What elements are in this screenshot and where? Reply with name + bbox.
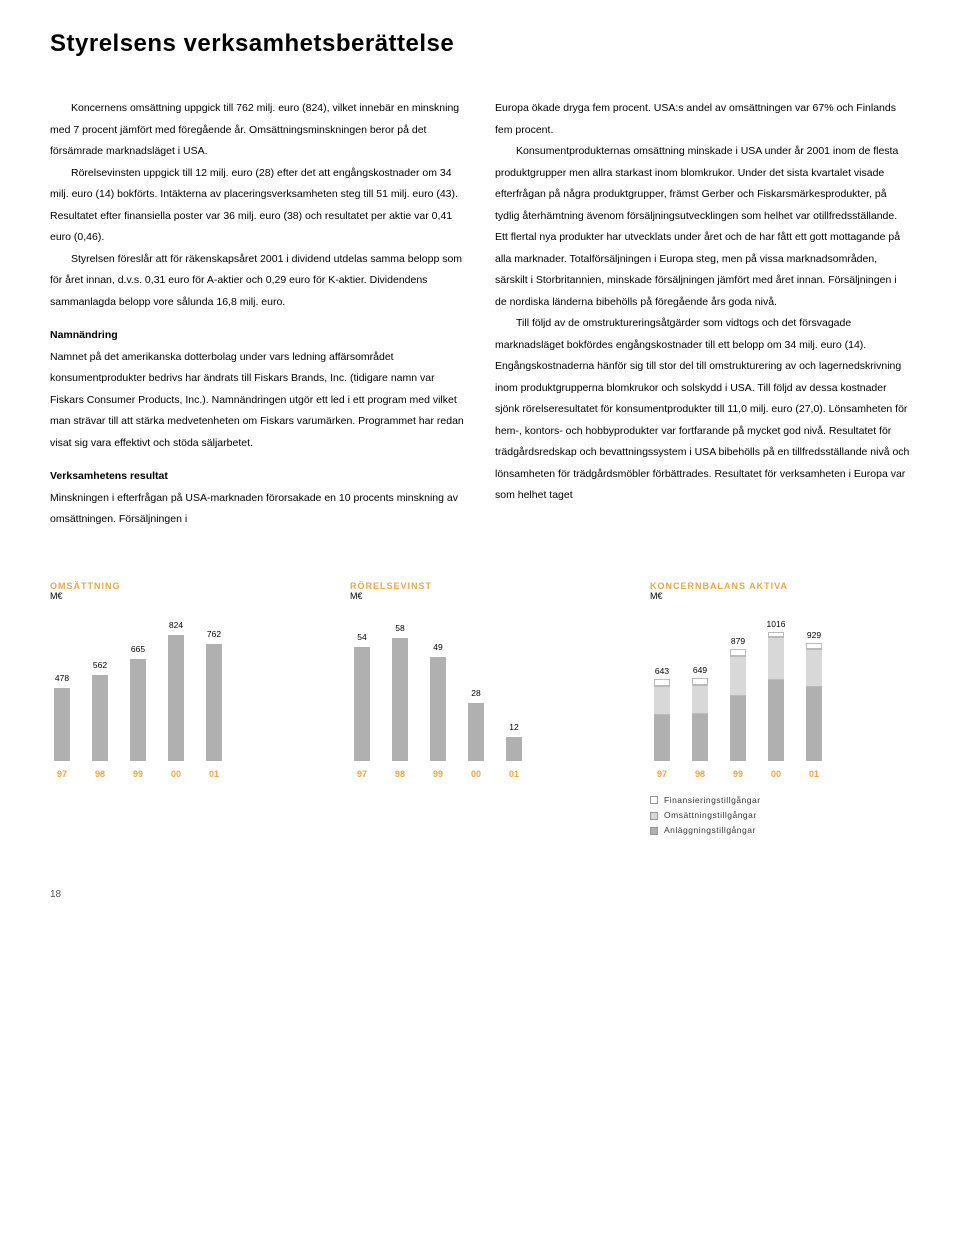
x-axis-label: 98 [392,769,408,779]
chart-unit: M€ [50,591,310,601]
chart-area: 5458492812 9798990001 [350,609,610,779]
paragraph: Minskningen i efterfrågan på USA-marknad… [50,488,465,531]
bar-segment [692,678,708,685]
chart-omsattning: OMSÄTTNING M€ 478 562 665 824 762 97 98 99 00 01 [50,581,310,839]
bar-value-label: 54 [347,632,377,642]
bar-value-label: 12 [499,722,529,732]
legend-item: Anläggningstillgångar [650,823,910,838]
bar: 49 [430,655,446,761]
bar-segment [654,714,670,761]
paragraph: Konsumentprodukternas omsättning minskad… [495,141,910,313]
left-column: Koncernens omsättning uppgick till 762 m… [50,98,465,531]
x-axis-label: 98 [692,769,708,779]
bar: 478 [54,686,70,760]
paragraph: Rörelsevinsten uppgick till 12 milj. eur… [50,163,465,249]
legend-swatch [650,796,658,804]
stacked-bar: 649 [692,678,708,761]
bar-segment [730,649,746,657]
bar: 54 [354,645,370,761]
bar-segment [654,679,670,686]
chart-rorelsevinst: RÖRELSEVINST M€ 5458492812 9798990001 [350,581,610,839]
chart-area: 643 649 879 1016 929 97 98 99 00 01 [650,609,910,779]
bar-value-label: 643 [647,666,677,676]
legend-label: Anläggningstillgångar [664,823,756,838]
paragraph: Namnet på det amerikanska dotterbolag un… [50,347,465,455]
legend-label: Omsättningstillgångar [664,808,757,823]
text-columns: Koncernens omsättning uppgick till 762 m… [50,98,910,531]
bar-value-label: 665 [123,644,153,654]
bar-value-label: 929 [799,630,829,640]
x-axis-label: 97 [354,769,370,779]
bar-value-label: 58 [385,623,415,633]
x-axis-label: 99 [130,769,146,779]
bar-value-label: 762 [199,629,229,639]
legend-label: Finansieringstillgångar [664,793,761,808]
bar-value-label: 562 [85,660,115,670]
bar-segment [654,686,670,714]
section-heading: Verksamhetens resultat [50,466,465,488]
bar: 58 [392,636,408,761]
stacked-bar: 929 [806,643,822,761]
x-axis-label: 00 [468,769,484,779]
paragraph: Styrelsen föreslår att för räkenskapsåre… [50,249,465,314]
chart-legend: FinansieringstillgångarOmsättningstillgå… [650,793,910,839]
chart-area: 478 562 665 824 762 97 98 99 00 01 [50,609,310,779]
bar-value-label: 824 [161,620,191,630]
legend-swatch [650,827,658,835]
x-axis-label: 97 [654,769,670,779]
section-heading: Namnändring [50,325,465,347]
x-axis-label: 98 [92,769,108,779]
bar-segment [806,649,822,686]
bar-segment [730,656,746,694]
stacked-bar: 1016 [768,632,784,761]
bar: 824 [168,633,184,761]
chart-unit: M€ [650,591,910,601]
bar-segment [806,686,822,761]
bar-value-label: 1016 [761,619,791,629]
bar-segment [768,679,784,760]
bar: 562 [92,673,108,760]
bar-segment [730,695,746,761]
paragraph: Europa ökade dryga fem procent. USA:s an… [495,98,910,141]
charts-row: OMSÄTTNING M€ 478 562 665 824 762 97 98 99 00 01… [50,581,910,839]
bar-segment [768,637,784,679]
bar: 28 [468,701,484,761]
bar-value-label: 28 [461,688,491,698]
bar: 665 [130,657,146,760]
paragraph: Till följd av de omstruktureringsåtgärde… [495,313,910,507]
x-axis-label: 01 [806,769,822,779]
bar-segment [692,713,708,761]
x-axis-label: 00 [768,769,784,779]
x-axis-label: 00 [168,769,184,779]
chart-unit: M€ [350,591,610,601]
legend-item: Omsättningstillgångar [650,808,910,823]
bar: 12 [506,735,522,761]
right-column: Europa ökade dryga fem procent. USA:s an… [495,98,910,531]
chart-title: RÖRELSEVINST [350,581,610,591]
page-title: Styrelsens verksamhetsberättelse [50,30,910,58]
paragraph: Koncernens omsättning uppgick till 762 m… [50,98,465,163]
x-axis-label: 97 [54,769,70,779]
page-number: 18 [50,889,910,900]
legend-swatch [650,812,658,820]
x-axis-label: 99 [430,769,446,779]
bar-segment [692,685,708,713]
stacked-bar: 643 [654,679,670,761]
stacked-bar: 879 [730,649,746,761]
chart-title: KONCERNBALANS AKTIVA [650,581,910,591]
bar: 762 [206,642,222,761]
bar-value-label: 879 [723,636,753,646]
bar-value-label: 649 [685,665,715,675]
chart-koncernbalans: KONCERNBALANS AKTIVA M€ 643 649 879 1016 929… [650,581,910,839]
x-axis-label: 01 [206,769,222,779]
bar-value-label: 478 [47,673,77,683]
x-axis-label: 99 [730,769,746,779]
legend-item: Finansieringstillgångar [650,793,910,808]
chart-title: OMSÄTTNING [50,581,310,591]
x-axis-label: 01 [506,769,522,779]
bar-value-label: 49 [423,642,453,652]
